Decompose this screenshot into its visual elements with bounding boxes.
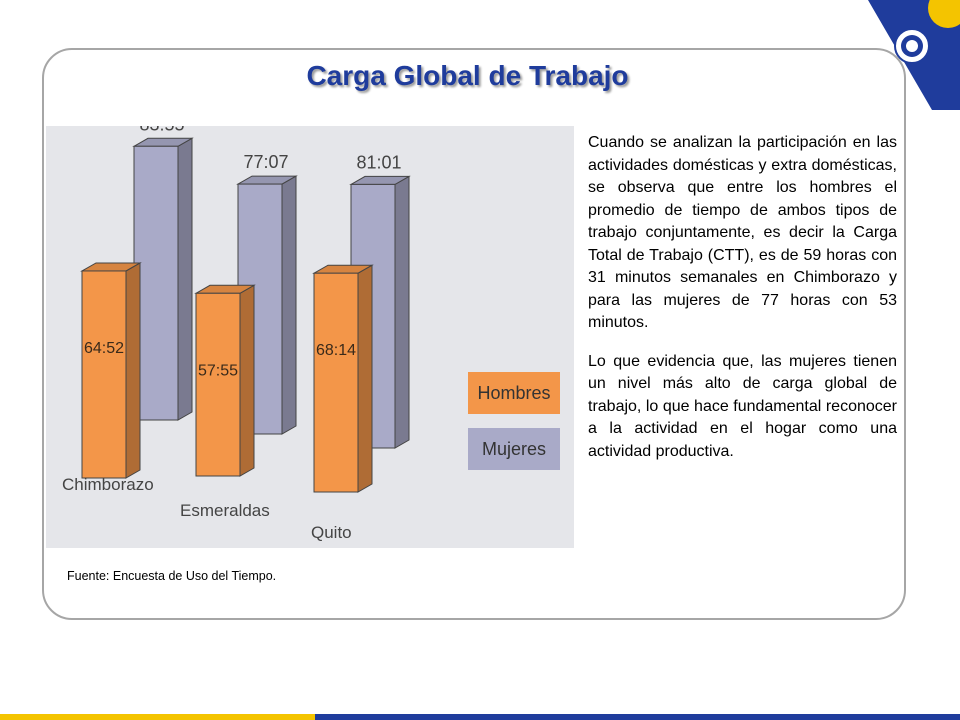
bar-hombres-1 [195, 292, 241, 477]
bar-hombres-0 [81, 270, 127, 479]
bar-mujeres-2-side [394, 175, 410, 449]
paragraph-1: Cuando se analizan la participación en l… [588, 134, 897, 331]
bar-mujeres-1-side [281, 175, 297, 435]
value-label-hombres-0: 64:52 [84, 340, 124, 357]
bar-mujeres-0-side [177, 137, 193, 421]
bar-hombres-2-side [357, 264, 373, 493]
bar-hombres-2 [313, 272, 359, 493]
bar-hombres-0-side [125, 262, 141, 479]
value-label-hombres-1: 57:55 [198, 362, 238, 379]
bottom-bar-yellow [0, 714, 315, 720]
bar-hombres-1-side [239, 284, 255, 477]
page-title: Carga Global de Trabajo [306, 60, 629, 91]
bottom-bar-blue [315, 714, 960, 720]
legend-swatch-hombres [468, 372, 560, 414]
legend-label-mujeres: Mujeres [482, 439, 546, 459]
value-label-hombres-2: 68:14 [316, 342, 356, 359]
legend-swatch-mujeres [468, 428, 560, 470]
source-note: Fuente: Encuesta de Uso del Tiempo. [67, 569, 277, 583]
legend-label-hombres: Hombres [477, 383, 550, 403]
category-label-1: Esmeraldas [180, 501, 270, 520]
paragraph-2: Lo que evidencia que, las mujeres tienen… [588, 352, 897, 460]
bar-chart-3d: 83:55 64:52 Chimborazo 77:07 57:55 Esmeraldas… [62, 126, 560, 542]
explanation-text: Cuando se analizan la participación en l… [588, 132, 897, 479]
category-label-2: Quito [311, 523, 352, 542]
bar-mujeres-0 [133, 145, 179, 421]
value-label-mujeres-1: 77:07 [243, 152, 288, 172]
value-label-mujeres-2: 81:01 [356, 152, 401, 172]
category-label-0: Chimborazo [62, 475, 154, 494]
value-label-mujeres-0: 83:55 [139, 126, 184, 134]
chart-area: 83:55 64:52 Chimborazo 77:07 57:55 Esmeraldas… [46, 126, 574, 548]
